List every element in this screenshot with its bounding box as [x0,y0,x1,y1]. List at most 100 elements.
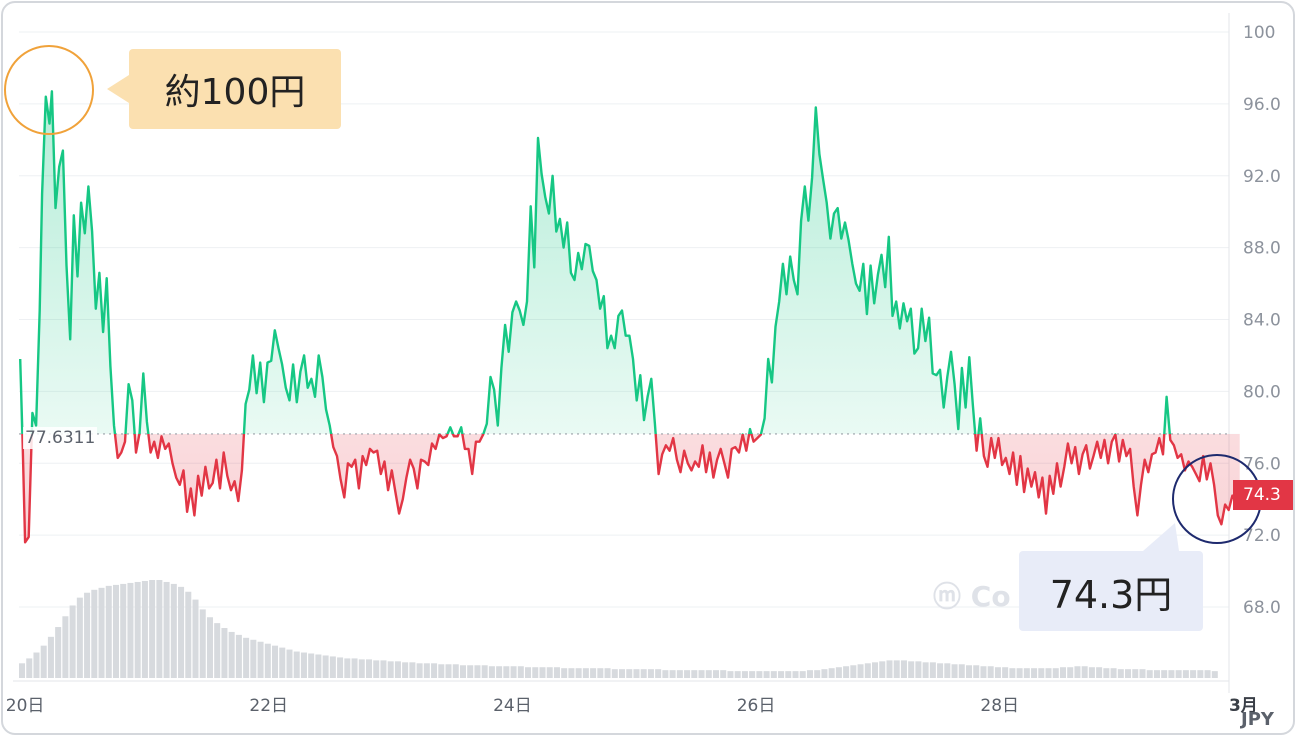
volume-bar [300,652,307,678]
volume-bar [669,670,676,678]
price-line [19,90,1241,544]
volume-bar [98,587,105,678]
x-tick-label: 3月 [1229,696,1258,716]
reference-price-label: 77.6311 [23,427,98,449]
volume-bar [604,668,611,678]
volume-bar [178,586,185,678]
volume-bar [1074,666,1081,678]
volume-bar [344,658,351,678]
volume-bar [272,645,279,678]
volume-bar [843,666,850,678]
volume-bar [1190,670,1197,678]
annotation-current: 74.3円 [1019,551,1203,631]
volume-bar [908,661,915,678]
volume-bar [597,668,604,678]
volume-bar [185,591,192,678]
callout-pointer-high [107,75,129,103]
volume-bar [387,661,394,678]
volume-bar [337,657,344,678]
volume-bar [1045,668,1052,678]
volume-bar [170,583,177,678]
volume-bar [1081,666,1088,678]
volume-bar [26,658,33,678]
volume-bar [459,665,466,678]
y-tick-label: 68.0 [1243,598,1281,618]
volume-bar [365,659,373,678]
volume-bar [322,655,329,678]
volume-bar [33,652,40,678]
volume-bar [799,671,806,678]
volume-bar [315,654,322,678]
volume-bar [1031,668,1038,678]
volume-bar [1016,668,1023,678]
volume-bar [1175,670,1182,678]
volume-bar [835,667,842,678]
y-tick-label: 72.0 [1243,526,1281,546]
y-tick-label: 76.0 [1243,454,1281,474]
volume-bar [1038,668,1045,678]
volume-bar [575,668,582,678]
volume-bar [655,669,662,678]
x-tick-label: 24日 [493,696,532,716]
volume-bar [1139,669,1146,678]
volume-bar [1096,667,1103,678]
volume-bar [47,636,54,678]
volume-bar [214,623,221,678]
volume-bar [590,668,597,678]
watermark-text: Co [970,580,1011,613]
volume-bar [929,662,936,678]
volume-bar [76,597,83,678]
volume-bar [778,671,785,678]
volume-bar [1204,670,1211,678]
volume-bar [467,665,474,678]
y-tick-label: 100 [1243,23,1275,43]
volume-bar [496,666,503,678]
volume-bar [308,653,315,678]
volume-bar [141,580,148,678]
volume-bar [770,671,777,678]
x-axis-labels: 20日 22日 24日 26日 28日 3月 [6,696,1258,716]
y-tick-label: 84.0 [1243,311,1281,331]
volume-bar [228,631,235,678]
volume-bar [872,662,879,678]
volume-bar [84,592,91,678]
volume-bar [785,671,792,678]
volume-bar [626,669,633,678]
y-tick-label: 92.0 [1243,167,1281,187]
volume-bar [734,671,741,678]
volume-bar [286,649,293,678]
volume-bar [633,669,640,678]
volume-bar [684,670,691,678]
volume-bar [431,663,438,678]
volume-bar [1103,668,1110,678]
volume-bar [69,605,76,678]
volume-bar [517,666,524,678]
volume-bar [619,669,626,678]
volume-bar [127,582,134,678]
volume-bar [525,667,532,678]
volume-bar [1153,670,1160,678]
volume-bar [850,665,857,678]
volume-bar [358,659,365,678]
volume-bar [409,662,416,678]
volume-bar [235,634,242,678]
volume-bar [250,639,257,678]
volume-bar [973,665,980,678]
volume-bar [821,669,828,678]
volume-bar [980,666,987,678]
volume-bar [380,660,387,678]
y-axis-labels: 100 96.0 92.0 88.0 84.0 80.0 76.0 72.0 68.0 [1243,23,1281,618]
volume-bar [1146,670,1153,678]
volume-bar [105,585,112,678]
volume-bar [1059,667,1066,678]
volume-bar [1125,669,1132,678]
volume-bar [676,670,683,678]
volume-bar [965,665,973,678]
volume-bar [937,663,944,678]
volume-bar [503,666,510,678]
callout-pointer-current [1143,523,1179,551]
volume-bar [221,628,228,678]
x-tick-label: 26日 [737,696,776,716]
